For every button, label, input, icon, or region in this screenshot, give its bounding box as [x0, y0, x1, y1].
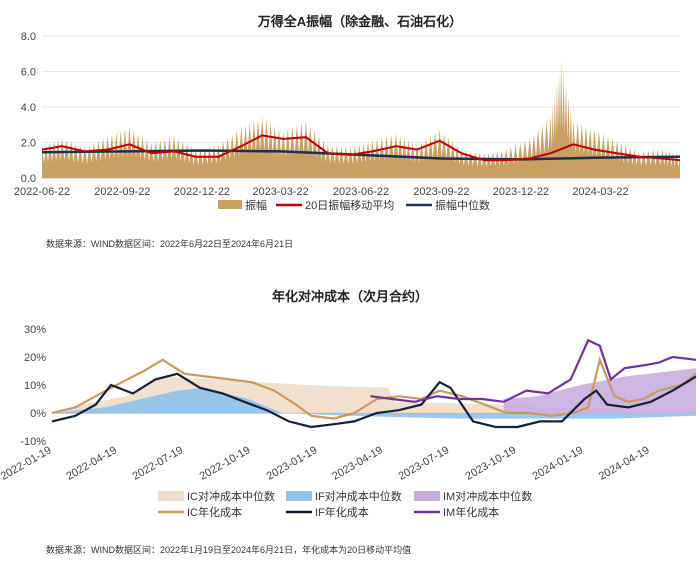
legend-label: IF年化成本 [315, 505, 369, 519]
x-tick-label: 2022-01-19 [0, 444, 54, 483]
y-axis: -10% 0% 10% 20% 30% [20, 324, 46, 448]
y-tick-label: 30% [24, 324, 46, 336]
y-tick-label: 8.0 [21, 31, 36, 43]
legend-swatch [414, 491, 440, 501]
legend: 振幅 20日振幅移动平均 振幅中位数 [218, 198, 490, 212]
x-tick-label: 2023-06-22 [333, 186, 389, 198]
legend-label: 振幅 [245, 198, 267, 212]
x-tick-label: 2023-12-22 [493, 186, 549, 198]
legend-label: IC年化成本 [187, 505, 242, 519]
amplitude-chart: 万得全A振幅（除金融、石油石化） 0.0 2.0 4.0 6.0 8.0 2022-06… [14, 14, 681, 249]
plot-area [51, 338, 697, 429]
x-tick-label: 2022-09-22 [94, 186, 150, 198]
x-tick-label: 2023-04-19 [330, 444, 385, 483]
x-axis: 2022-06-22 2022-09-22 2022-12-22 2023-03-22… [14, 186, 629, 198]
y-axis: 0.0 2.0 4.0 6.0 8.0 [21, 31, 36, 185]
x-tick-label: 2022-10-19 [198, 444, 253, 483]
hedge-cost-chart: 年化对冲成本（次月合约） -10%0%10%20%30% 2022-01-19 2… [0, 289, 697, 555]
source-note: 数据来源：WIND数据区间：2022年1月19日至2024年6月21日，年化成本… [46, 544, 411, 555]
y-tick-label: 0% [30, 408, 46, 420]
x-tick-label: 2023-07-19 [397, 444, 452, 483]
chart-title: 万得全A振幅（除金融、石油石化） [257, 14, 462, 29]
x-tick-label: 2023-10-19 [464, 444, 519, 483]
series-if-line [51, 372, 697, 429]
legend-label: IF对冲成本中位数 [315, 489, 402, 503]
series-if-median-area [52, 387, 696, 419]
x-tick-label: 2024-01-19 [531, 444, 586, 483]
legend-swatch [218, 200, 242, 209]
chart-title: 年化对冲成本（次月合约） [272, 289, 428, 304]
legend-label: IC对冲成本中位数 [187, 489, 275, 503]
x-tick-label: 2022-12-22 [174, 186, 230, 198]
y-tick-label: 20% [24, 352, 46, 364]
legend-label: IM对冲成本中位数 [443, 489, 532, 503]
y-tick-label: 6.0 [21, 67, 36, 79]
legend-swatch [158, 491, 184, 501]
series-ic-line [51, 356, 697, 420]
legend: IC对冲成本中位数 IF对冲成本中位数 IM对冲成本中位数 IC年化成本 IF年化成本 I… [158, 489, 532, 519]
plot-area [41, 60, 681, 178]
legend-label: IM年化成本 [443, 505, 499, 519]
series-ma20-line [41, 134, 681, 162]
series-amplitude-area [42, 60, 680, 178]
x-tick-label: 2023-09-22 [413, 186, 469, 198]
legend-swatch [286, 491, 312, 501]
legend-label: 20日振幅移动平均 [305, 198, 394, 212]
y-tick-label: -10% [20, 436, 46, 448]
series-median-line [41, 149, 681, 161]
legend-label: 振幅中位数 [435, 198, 490, 212]
x-axis: 2022-01-19 2022-04-19 2022-07-19 2022-10-19… [0, 444, 652, 483]
series-im-line [370, 338, 697, 403]
x-tick-label: 2024-04-19 [597, 444, 652, 483]
y-tick-label: 0.0 [21, 173, 36, 185]
y-tick-label: 2.0 [21, 138, 36, 150]
x-tick-label: 2023-03-22 [252, 186, 308, 198]
x-tick-label: 2024-03-22 [572, 186, 628, 198]
y-tick-label: 10% [24, 380, 46, 392]
x-tick-label: 2022-04-19 [64, 444, 119, 483]
y-tick-label: 4.0 [21, 102, 36, 114]
x-tick-label: 2023-01-19 [265, 444, 320, 483]
x-tick-label: 2022-06-22 [14, 186, 70, 198]
source-note: 数据来源：WIND数据区间：2022年6月22日至2024年6月21日 [46, 238, 293, 249]
x-tick-label: 2022-07-19 [131, 444, 186, 483]
